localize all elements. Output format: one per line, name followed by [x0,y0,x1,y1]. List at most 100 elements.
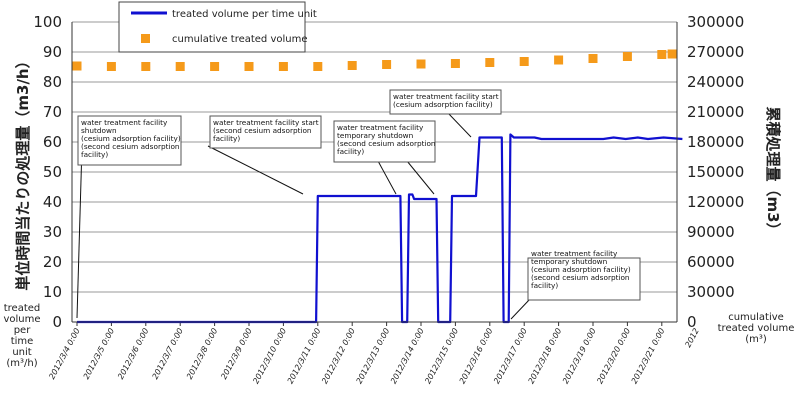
right-tick-label: 0 [687,313,697,331]
left-tick-label: 100 [33,13,62,31]
cumulative-point [175,62,185,71]
legend-label-cumulative: cumulative treated volume [172,34,308,45]
right-tick-label: 270000 [687,43,744,61]
annotation-4-leader [447,112,472,138]
cumulative-point [622,52,632,61]
left-tick-label: 50 [43,163,62,181]
annotation-2-leader [207,145,304,195]
x-tick-label: 2012/3/19 0:00 [561,327,598,386]
left-tick-label: 90 [43,43,62,61]
x-tick-label: 2012/3/15 0:00 [423,327,460,386]
right-tick-label: 240000 [687,73,744,91]
annotation-2: water treatment facility start (second c… [207,115,322,195]
annotation-1-box [77,115,182,166]
annotation-1-line-1: water treatment facility [81,118,168,127]
annotation-3-line-1: water treatment facility [337,123,424,132]
right-tick-label: 30000 [687,283,735,301]
right-tick-label: 210000 [687,103,744,121]
cumulative-point [416,59,426,69]
cumulative-point [382,60,392,69]
x-tick-label: 2012/3/9 0:00 [219,327,253,381]
cumulative-point [347,61,357,70]
annotation-5-line-3: (cesium adsorption facility) [531,265,631,274]
right-axis-ticks: 0 30000 60000 90000 120000 150000 180000 210000… [687,13,744,331]
annotation-3-line-3: (second cesium adsorption [337,139,436,148]
cumulative-point [588,54,598,63]
cumulative-point [313,62,323,71]
left-tick-label: 80 [43,73,62,91]
cumulative-point [210,62,220,71]
x-tick-label: 2012/3/16 0:00 [458,327,495,386]
x-tick-label: 2012/3/8 0:00 [185,327,219,381]
x-tick-label: 2012/3/10 0:00 [251,327,288,386]
right-tick-label: 300000 [687,13,744,31]
right-tick-label: 90000 [687,223,735,241]
left-unit-line-5: unit [12,347,31,358]
x-tick-label: 2012/3/6 0:00 [116,327,150,381]
annotation-5-leader [510,298,531,320]
annotation-2-box [209,115,322,149]
annotation-3-box [333,120,436,163]
annotation-2-line-2: (second cesium adsorption [213,126,312,135]
right-tick-label: 60000 [687,253,735,271]
left-unit-line-6: (m³/h) [6,358,37,369]
right-unit-line-2: treated volume [718,323,795,334]
cumulative-point [244,62,254,71]
legend-square-swatch [141,34,150,43]
annotation-3-leader [377,160,397,195]
left-tick-label: 40 [43,193,62,211]
annotation-3-line-2: temporary shutdown [337,131,413,140]
x-tick-label: 2012/3/11 0:00 [286,327,323,386]
annotation-2-line-3: facility) [213,134,240,143]
cumulative-point [485,58,495,67]
annotation-4: water treatment facility start (cesium a… [389,89,502,138]
annotation-5-line-5: facility) [531,281,558,290]
annotation-4-box [389,89,502,115]
annotation-1-leader [76,145,83,319]
left-unit-line-2: volume [3,314,40,325]
left-axis-title: 単位時間当たりの処理量（m3/h） [14,53,32,290]
x-tick-label: 2012/3/20 0:00 [595,327,632,386]
legend: treated volume per time unit cumulative … [118,1,317,53]
cumulative-point [141,62,151,71]
left-tick-label: 60 [43,133,62,151]
legend-box [118,1,306,53]
cumulative-point [72,61,82,71]
left-unit-line-4: time [11,336,34,347]
left-axis-ticks: 0 10 20 30 40 50 60 70 80 90 100 [33,13,62,331]
right-tick-label: 150000 [687,163,744,181]
x-tick-label: 2012/3/5 0:00 [82,327,116,381]
right-axis-title: 累積処理量（m3） [764,106,782,237]
annotation-5-line-4: (second cesium adsorption [531,273,630,282]
left-unit-line-1: treated [4,303,41,314]
cumulative-point [667,49,677,59]
x-tick-label: 2012/3/18 0:00 [527,327,564,386]
right-unit-line-1: cumulative [728,312,784,323]
annotation-5: water treatment facility temporary shutd… [510,249,641,320]
x-tick-label: 2012/3/13 0:00 [355,327,392,386]
cumulative-point [106,62,116,71]
x-tick-label: 2012/3/17 0:00 [492,327,529,386]
annotation-3-leader-2 [406,160,435,195]
annotation-5-line-2: temporary shutdown [531,257,607,266]
left-tick-label: 30 [43,223,62,241]
annotation-1-line-2: shutdown [81,126,117,135]
left-tick-label: 0 [52,313,62,331]
annotation-1: water treatment facility shutdown (cesiu… [76,115,182,319]
annotation-2-line-1: water treatment facility start [213,118,319,127]
annotation-5-line-1: water treatment facility [531,249,618,258]
annotation-3-line-4: facility) [337,147,364,156]
annotation-1-line-5: facility) [81,150,108,159]
x-tick-label: 2012/3/12 0:00 [320,327,357,386]
cumulative-point [657,50,667,59]
annotation-4-line-2: (cesium adsorption facility) [393,100,493,109]
right-axis-unit-label: cumulative treated volume (m³) [718,312,795,345]
legend-label-volume: treated volume per time unit [172,9,317,20]
cumulative-point [554,55,564,65]
annotation-1-line-4: (second cesium adsorption [81,142,180,151]
cumulative-point [519,57,529,66]
annotation-5-box [527,257,641,301]
x-tick-label: 2012/3/21 0:00 [630,327,667,386]
left-axis-unit-label: treated volume per time unit (m³/h) [3,303,40,369]
